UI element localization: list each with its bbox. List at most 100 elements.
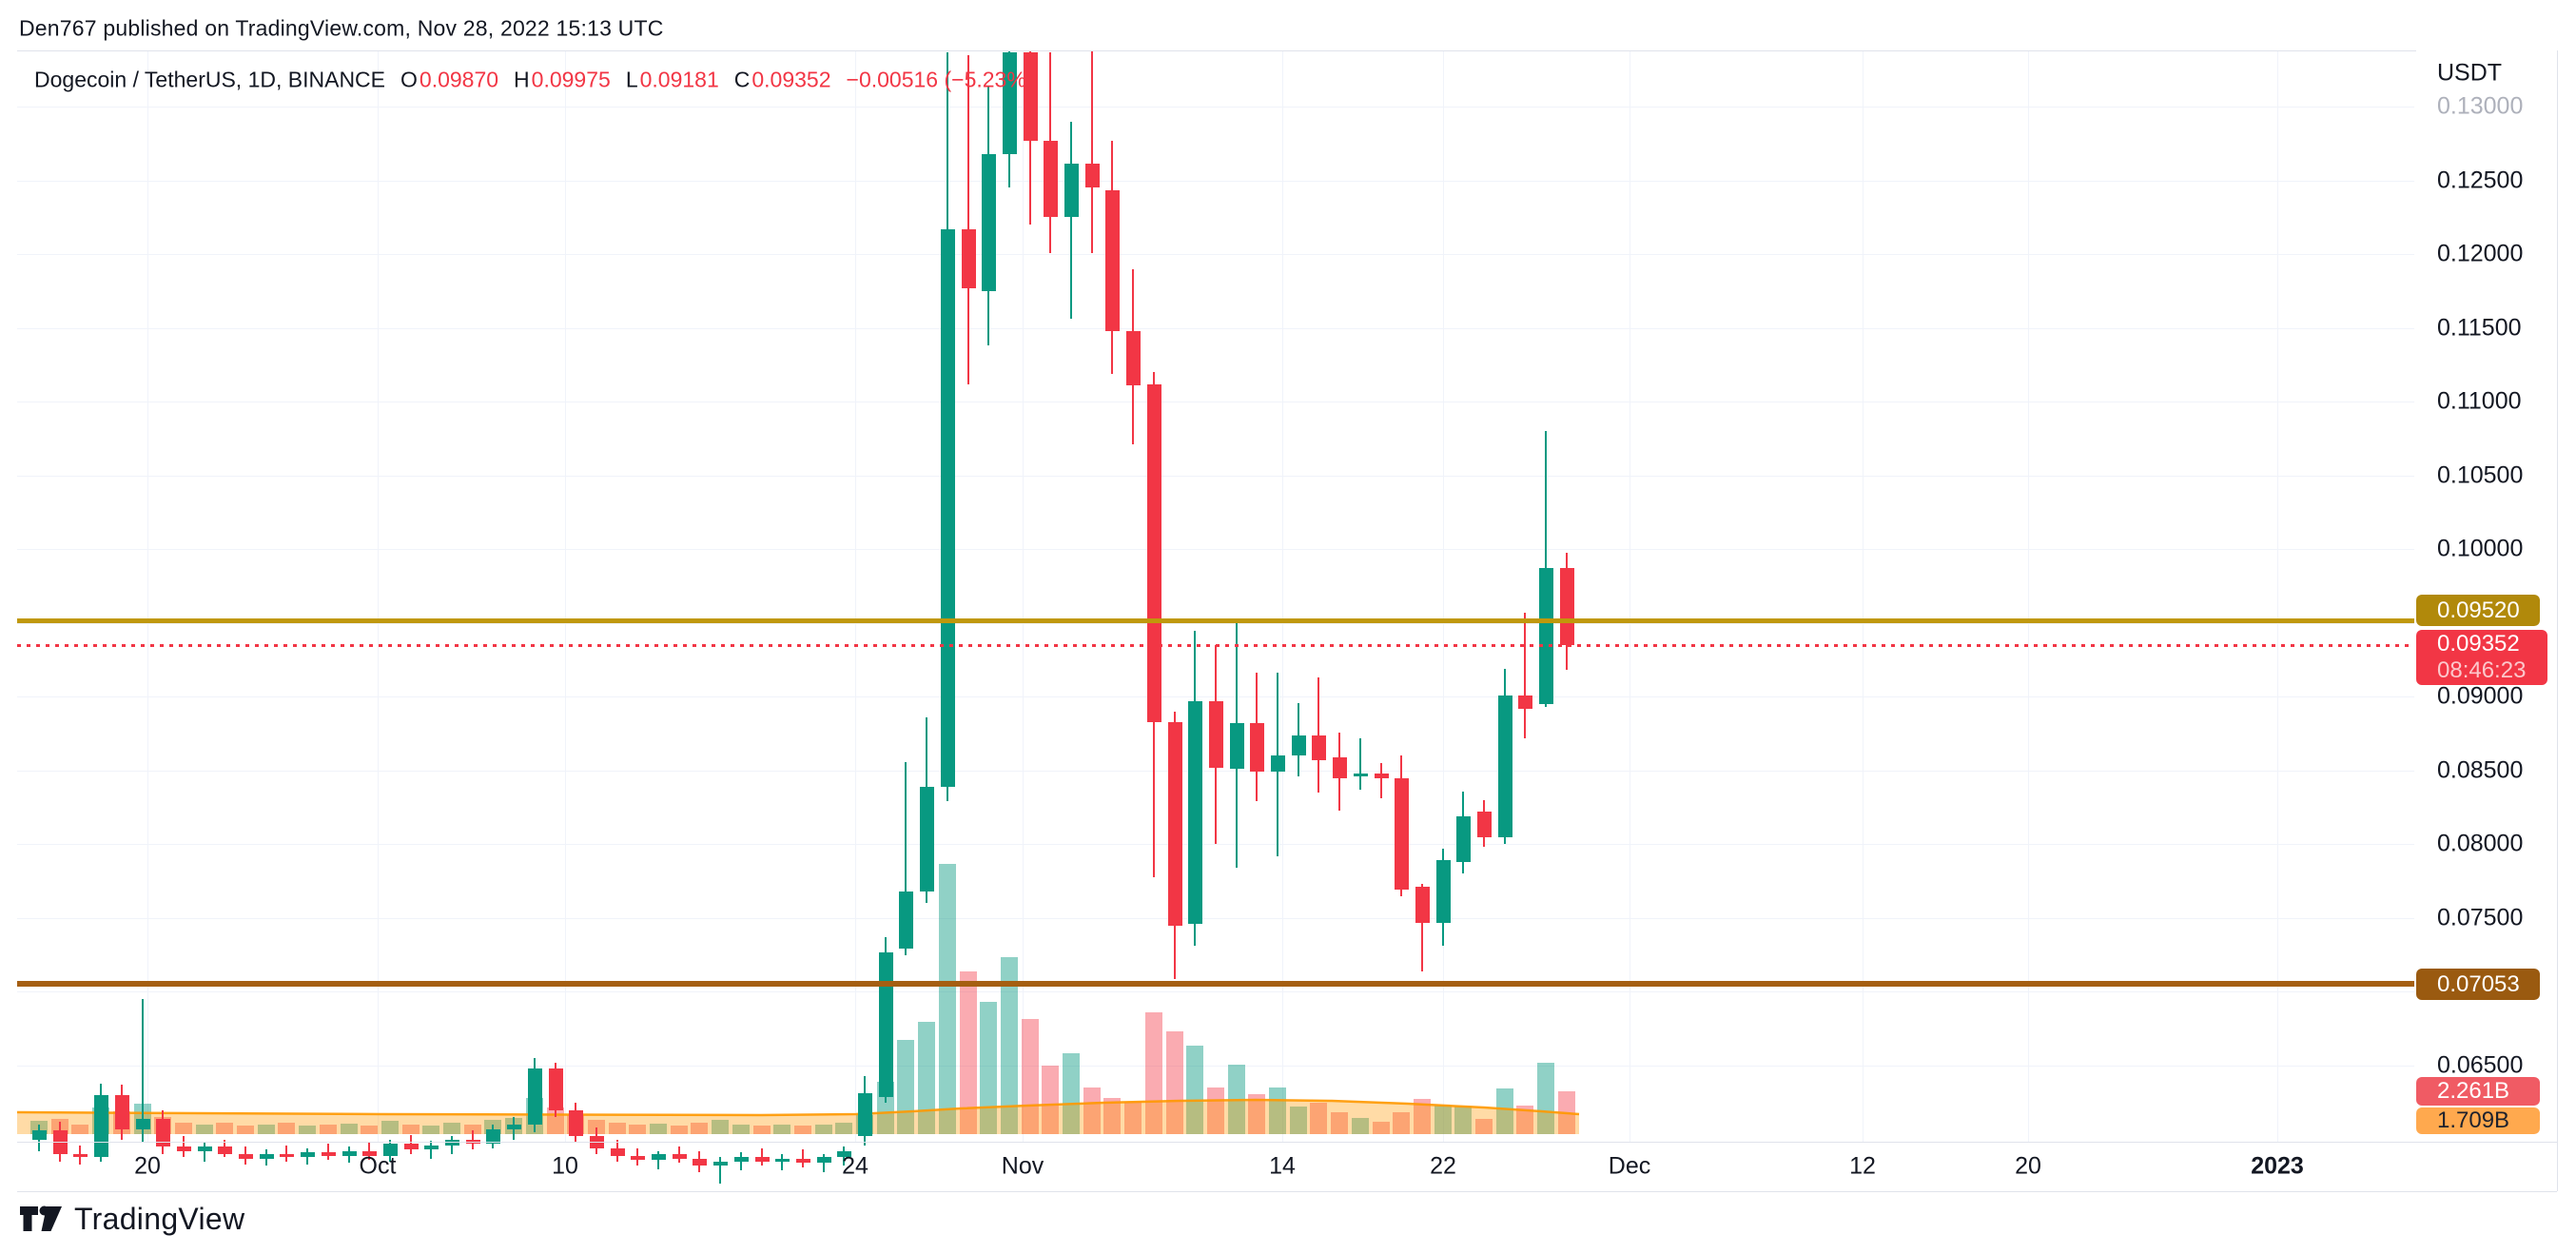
- gridline-v: [565, 51, 566, 1142]
- candle-body: [1250, 723, 1264, 772]
- candle-wick: [1380, 763, 1382, 798]
- candle-body: [1312, 735, 1326, 760]
- ohlc-high: H 0.09975: [514, 67, 611, 92]
- gridline-h: [17, 476, 2414, 477]
- candle-body: [1292, 735, 1306, 755]
- volume-bar: [939, 864, 956, 1134]
- candle-body: [1375, 774, 1389, 778]
- time-tick-14: 14: [1269, 1152, 1296, 1180]
- gridline-v: [378, 51, 379, 1142]
- volume-bar: [1145, 1012, 1162, 1134]
- candle-body: [631, 1156, 645, 1160]
- volume-bar: [918, 1022, 935, 1134]
- candle-body: [1147, 384, 1161, 722]
- volume-bar: [71, 1125, 88, 1134]
- gridline-v: [147, 51, 148, 1142]
- candle-wick: [967, 55, 969, 384]
- volume-bar: [650, 1124, 667, 1134]
- volume-bar: [753, 1126, 771, 1134]
- volume-bar: [980, 1002, 997, 1134]
- volume-bar: [794, 1126, 811, 1134]
- candle-body: [1188, 701, 1202, 924]
- volume-bar: [381, 1121, 399, 1134]
- volume-bar: [1063, 1053, 1080, 1134]
- change-value: −0.00516 (−5.23%): [846, 67, 1034, 92]
- candle-body: [260, 1154, 274, 1159]
- support-line[interactable]: [17, 981, 2414, 987]
- volume-bar: [1331, 1112, 1348, 1134]
- volume-bar: [629, 1125, 646, 1134]
- gridline-h: [17, 844, 2414, 845]
- candle-body: [1126, 331, 1141, 385]
- volume-bar: [422, 1126, 439, 1134]
- candle-body: [1539, 568, 1553, 704]
- last-price-line: [17, 644, 2414, 647]
- resistance-price-label: 0.09520: [2416, 595, 2540, 626]
- time-tick-Oct: Oct: [359, 1152, 397, 1180]
- volume-bar: [175, 1123, 192, 1134]
- candle-body: [652, 1154, 666, 1160]
- price-tick-0.12500: 0.12500: [2437, 167, 2524, 194]
- candle-body: [1498, 696, 1512, 837]
- candle-body: [528, 1068, 542, 1125]
- volume-bar: [732, 1125, 750, 1134]
- gridline-h: [17, 991, 2414, 992]
- volume-bar: [278, 1123, 295, 1134]
- candle-body: [1395, 778, 1409, 890]
- volume-bar: [1537, 1063, 1554, 1134]
- symbol-title[interactable]: Dogecoin / TetherUS, 1D, BINANCE: [34, 67, 386, 92]
- gridline-h: [17, 1066, 2414, 1067]
- volume-bar: [1496, 1088, 1513, 1134]
- candle-wick: [1421, 884, 1423, 971]
- tradingview-logo[interactable]: TradingView: [19, 1200, 244, 1238]
- candle-body: [115, 1095, 129, 1129]
- candle-wick: [430, 1141, 432, 1159]
- candle-body: [1168, 722, 1182, 926]
- gridline-h: [17, 328, 2414, 329]
- volume-bar: [443, 1123, 460, 1134]
- gridline-h: [17, 107, 2414, 108]
- price-tick-0.10000: 0.10000: [2437, 535, 2524, 562]
- volume-bar: [464, 1125, 481, 1134]
- volume-bar: [196, 1125, 213, 1134]
- candle-body: [1333, 757, 1347, 778]
- candle-wick: [1524, 613, 1526, 738]
- time-tick-20: 20: [2015, 1152, 2041, 1180]
- axis-border-bottom: [17, 1191, 2557, 1192]
- volume-bar: [299, 1126, 316, 1134]
- volume-bar: [1124, 1102, 1142, 1134]
- ohlc-open: O 0.09870: [400, 67, 499, 92]
- gridline-h: [17, 623, 2414, 624]
- candle-body: [1560, 568, 1574, 645]
- price-tick-0.07500: 0.07500: [2437, 904, 2524, 931]
- candle-body: [1085, 164, 1100, 187]
- resistance-line[interactable]: [17, 618, 2414, 623]
- volume-bar: [1393, 1112, 1410, 1134]
- plot-border-bottom: [17, 1142, 2557, 1143]
- candle-body: [1415, 887, 1430, 923]
- volume-bar: [1001, 957, 1018, 1134]
- candle-body: [424, 1146, 439, 1149]
- candle-body: [796, 1159, 810, 1163]
- candle-body: [445, 1140, 459, 1146]
- candle-wick: [657, 1151, 659, 1169]
- gridline-h: [17, 181, 2414, 182]
- candle-body: [982, 154, 996, 291]
- candle-wick: [823, 1154, 825, 1172]
- volume-bar: [1434, 1106, 1452, 1134]
- axis-border-right: [2557, 50, 2558, 1191]
- gridline-v: [2277, 51, 2278, 1142]
- gridline-v: [1023, 51, 1024, 1142]
- candle-wick: [905, 762, 907, 955]
- candle-wick: [1070, 122, 1072, 319]
- volume-bar: [960, 971, 977, 1134]
- time-tick-Nov: Nov: [1001, 1152, 1044, 1180]
- volume-value-label: 2.261B: [2416, 1077, 2540, 1106]
- candle-body: [136, 1119, 150, 1129]
- candle-body: [899, 892, 913, 949]
- time-tick-10: 10: [552, 1152, 578, 1180]
- candle-body: [1477, 812, 1492, 837]
- price-tick-0.11000: 0.11000: [2437, 387, 2522, 415]
